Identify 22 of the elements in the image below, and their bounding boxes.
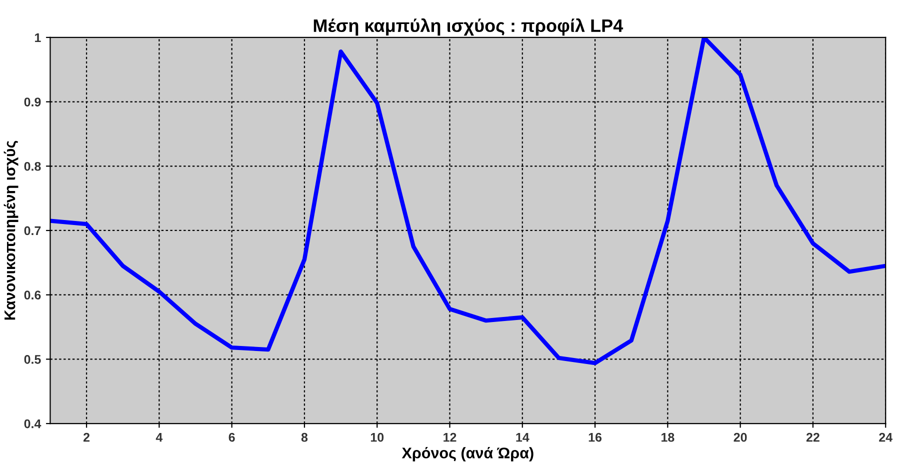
- y-tick-label: 0.5: [24, 354, 41, 364]
- x-tick-label: 12: [444, 432, 456, 442]
- chart-title: Μέση καμπύλη ισχύος : προφίλ LP4: [314, 18, 624, 36]
- x-tick-label: 2: [83, 432, 90, 442]
- x-axis-title: Χρόνος (ανά Ώρα): [402, 447, 534, 462]
- y-tick-label: 0.4: [24, 419, 42, 428]
- x-tick-label: 4: [156, 433, 163, 442]
- x-tick-label: 22: [806, 432, 820, 442]
- x-tick-label: 24: [879, 432, 892, 442]
- x-tick-label: 16: [588, 432, 602, 442]
- x-tick-label: 8: [301, 432, 308, 442]
- x-tick-label: 18: [662, 432, 674, 442]
- y-axis-title: Κανονικοποιημένη ισχύς: [4, 140, 18, 320]
- x-tick-label: 6: [228, 432, 235, 442]
- y-tick-label: 0.6: [24, 290, 41, 300]
- y-tick-label: 0.8: [24, 162, 41, 171]
- y-tick-label: 1: [35, 33, 41, 42]
- x-tick-label: 10: [370, 432, 384, 442]
- x-tick-label: 20: [734, 432, 747, 442]
- y-tick-label: 0.7: [24, 226, 41, 236]
- x-tick-label: 14: [516, 433, 530, 442]
- y-tick-label: 0.9: [24, 98, 41, 106]
